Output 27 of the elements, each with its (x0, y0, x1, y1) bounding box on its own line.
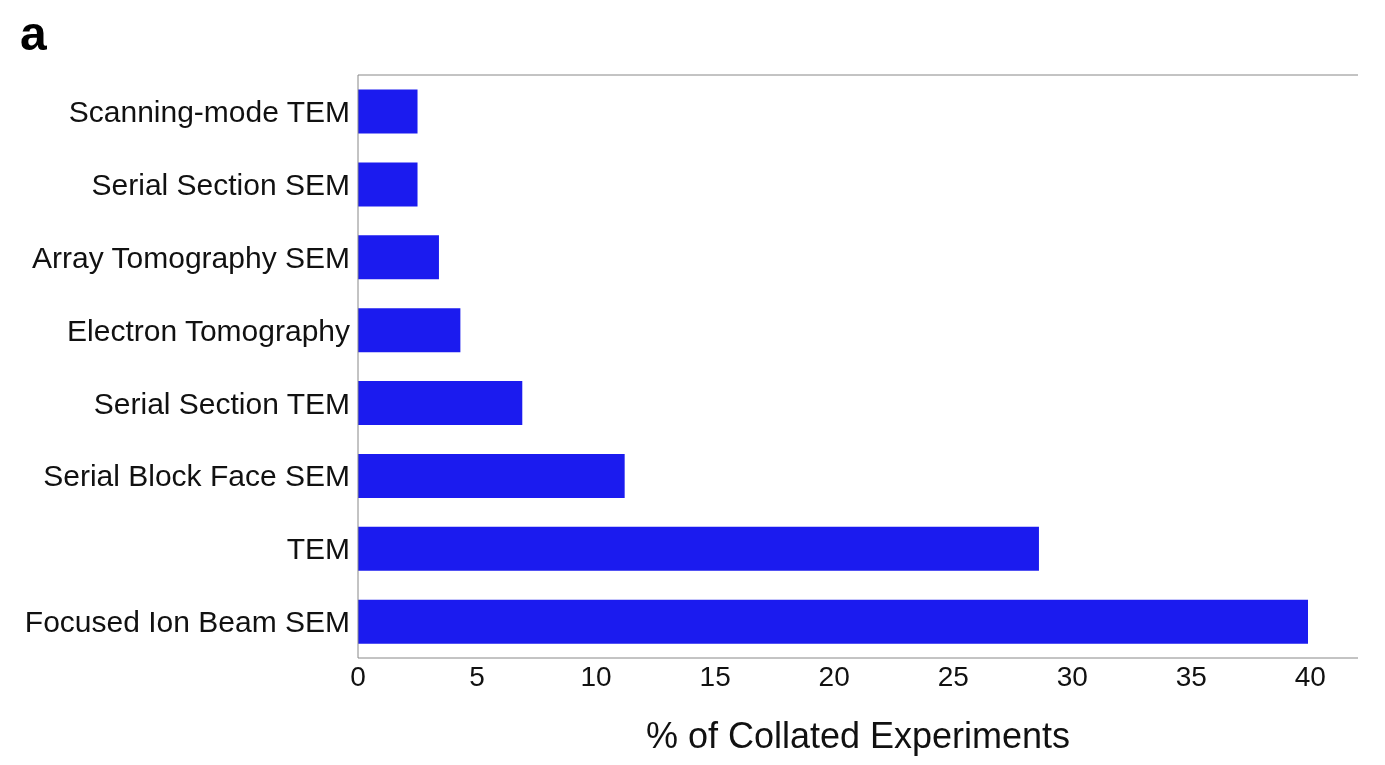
x-tick-label: 15 (699, 660, 731, 692)
bar (358, 453, 625, 498)
x-tick-label: 25 (937, 660, 969, 692)
x-tick-label: 5 (469, 660, 485, 692)
bar (358, 162, 418, 207)
bar (358, 599, 1308, 644)
y-tick-label: Serial Section TEM (93, 386, 350, 420)
bar (358, 89, 418, 134)
y-tick-label: Array Tomography SEM (32, 240, 350, 274)
y-tick-label: Focused Ion Beam SEM (24, 605, 350, 639)
x-tick-label: 20 (818, 660, 850, 692)
x-axis-title: % of Collated Experiments (645, 715, 1071, 756)
bar (358, 381, 523, 426)
y-tick-label: Serial Section SEM (91, 167, 350, 201)
y-tick-label: TEM (286, 532, 350, 566)
x-tick-label: 40 (1294, 660, 1326, 692)
y-tick-label: Electron Tomography (67, 313, 350, 347)
y-tick-label: Scanning-mode TEM (68, 95, 350, 129)
x-tick-label: 0 (350, 660, 366, 692)
x-tick-label: 30 (1056, 660, 1088, 692)
x-tick-label: 35 (1175, 660, 1207, 692)
bar (358, 526, 1039, 571)
bar (358, 235, 439, 280)
chart-title: a (20, 6, 47, 61)
x-tick-label: 10 (580, 660, 612, 692)
bar (358, 308, 461, 353)
y-tick-label: Serial Block Face SEM (43, 459, 350, 493)
